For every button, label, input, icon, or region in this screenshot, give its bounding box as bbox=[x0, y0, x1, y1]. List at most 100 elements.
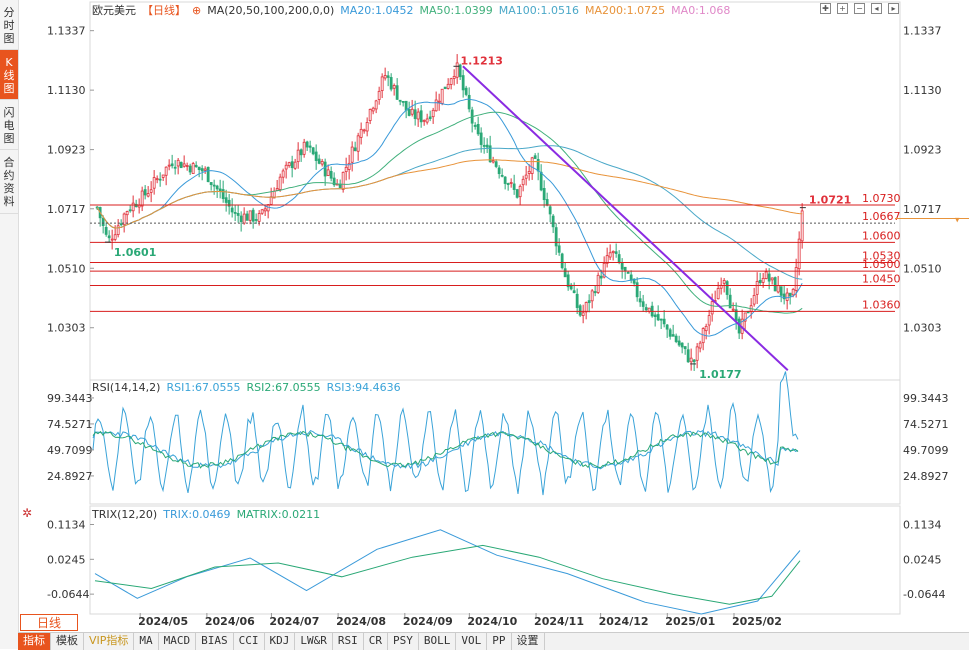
candle-body bbox=[497, 167, 501, 175]
scroll-right-icon[interactable]: ▸ bbox=[888, 3, 899, 14]
eye-icon[interactable]: ⊕ bbox=[192, 3, 202, 17]
candle-body bbox=[581, 312, 585, 316]
settings-gear-icon[interactable]: ✲ bbox=[22, 506, 33, 520]
period-button[interactable]: 日线 bbox=[20, 614, 78, 631]
candle-body bbox=[779, 286, 783, 296]
rsi-left-tick: 74.5271 bbox=[47, 418, 93, 431]
candle-body bbox=[422, 119, 426, 122]
ma200-line bbox=[96, 159, 803, 229]
candle-body bbox=[275, 188, 279, 191]
trix-right-tick: 0.0245 bbox=[903, 553, 942, 566]
candle-body bbox=[725, 281, 729, 295]
candle-body bbox=[344, 166, 348, 173]
candle-body bbox=[509, 182, 513, 184]
tab-flash[interactable]: 闪电图 bbox=[0, 100, 18, 150]
tab-cr[interactable]: CR bbox=[364, 633, 389, 650]
candle-body bbox=[698, 342, 702, 349]
tab-timeshare[interactable]: 分时图 bbox=[0, 0, 18, 50]
candle-body bbox=[233, 212, 237, 214]
candle-body bbox=[368, 108, 372, 121]
tab-templates[interactable]: 模板 bbox=[51, 633, 84, 650]
candle-body bbox=[365, 122, 369, 132]
candle-body bbox=[644, 307, 648, 311]
zoom-out-icon[interactable]: − bbox=[854, 3, 865, 14]
candle-body bbox=[101, 217, 105, 226]
candle-body bbox=[566, 274, 570, 288]
tab-kdj[interactable]: KDJ bbox=[265, 633, 296, 650]
tab-cci[interactable]: CCI bbox=[234, 633, 265, 650]
x-tick-label: 2024/12 bbox=[599, 615, 649, 628]
trix-settings-label[interactable]: TRIX(12,20) bbox=[92, 508, 158, 521]
candle-body bbox=[446, 83, 450, 89]
candle-body bbox=[332, 177, 336, 186]
trix-right-tick: -0.0644 bbox=[903, 588, 945, 601]
tab-vip-indicators[interactable]: VIP指标 bbox=[84, 633, 135, 650]
candle-body bbox=[548, 206, 552, 215]
x-tick-label: 2024/05 bbox=[138, 615, 188, 628]
candle-body bbox=[455, 62, 459, 78]
candle-body bbox=[605, 255, 609, 264]
candle-body bbox=[671, 334, 675, 337]
rsi1-value: RSI1:67.0555 bbox=[166, 381, 241, 394]
rsi3-line bbox=[92, 371, 799, 496]
candle-body bbox=[287, 162, 291, 167]
zoom-in-icon[interactable]: + bbox=[837, 3, 848, 14]
tab-kline[interactable]: K线图 bbox=[0, 50, 18, 100]
candle-body bbox=[722, 280, 726, 284]
candle-body bbox=[449, 78, 453, 85]
rsi-right-tick: 24.8927 bbox=[903, 470, 949, 483]
candle-body bbox=[590, 290, 594, 302]
candle-body bbox=[542, 188, 546, 201]
candle-body bbox=[260, 209, 264, 214]
tab-lwr[interactable]: LW&R bbox=[295, 633, 333, 650]
ma-settings-label[interactable]: MA(20,50,100,200,0,0) bbox=[207, 3, 335, 17]
tab-boll[interactable]: BOLL bbox=[419, 633, 457, 650]
candle-body bbox=[164, 166, 168, 176]
tab-contract-info[interactable]: 合约资料 bbox=[0, 150, 18, 214]
candle-body bbox=[554, 227, 558, 247]
trix-legend: TRIX(12,20) TRIX:0.0469 MATRIX:0.0211 bbox=[92, 508, 320, 521]
candle-body bbox=[710, 301, 714, 315]
candle-body bbox=[785, 292, 789, 301]
candle-body bbox=[611, 250, 615, 254]
candle-body bbox=[491, 160, 495, 163]
level-label: 1.0667 bbox=[862, 210, 901, 223]
main-right-tick: 1.0303 bbox=[903, 322, 942, 335]
candle-body bbox=[563, 268, 567, 278]
candle-body bbox=[371, 107, 375, 112]
tab-settings[interactable]: 设置 bbox=[512, 633, 545, 650]
tab-rsi[interactable]: RSI bbox=[333, 633, 364, 650]
candle-body bbox=[551, 215, 555, 228]
trix-left-tick: 0.0245 bbox=[47, 553, 86, 566]
fullscreen-icon[interactable]: ✚ bbox=[820, 3, 831, 14]
candle-body bbox=[452, 75, 456, 79]
scroll-left-icon[interactable]: ◂ bbox=[871, 3, 882, 14]
candle-body bbox=[602, 262, 606, 278]
main-left-tick: 1.1130 bbox=[47, 84, 86, 97]
rsi-settings-label[interactable]: RSI(14,14,2) bbox=[92, 381, 161, 394]
x-tick-label: 2025/02 bbox=[732, 615, 782, 628]
x-tick-label: 2025/01 bbox=[665, 615, 715, 628]
tab-bias[interactable]: BIAS bbox=[196, 633, 234, 650]
candle-body bbox=[758, 279, 762, 284]
level-label: 1.0600 bbox=[862, 229, 901, 242]
candle-body bbox=[689, 357, 693, 363]
tab-vol[interactable]: VOL bbox=[456, 633, 488, 650]
candle-body bbox=[386, 75, 390, 78]
tab-psy[interactable]: PSY bbox=[388, 633, 419, 650]
candle-body bbox=[728, 294, 732, 309]
rsi1-line bbox=[92, 429, 799, 470]
rsi2-line bbox=[92, 430, 799, 469]
candle-body bbox=[662, 318, 666, 325]
candle-body bbox=[635, 282, 639, 298]
candle-body bbox=[359, 128, 363, 138]
candle-body bbox=[503, 176, 507, 184]
candle-body bbox=[239, 215, 243, 223]
rsi-right-tick: 74.5271 bbox=[903, 418, 949, 431]
tab-macd[interactable]: MACD bbox=[159, 633, 197, 650]
trix-panel-frame bbox=[89, 505, 901, 615]
tab-indicators[interactable]: 指标 bbox=[18, 633, 51, 650]
tab-ma[interactable]: MA bbox=[134, 633, 159, 650]
candle-body bbox=[800, 210, 804, 242]
tab-pp[interactable]: PP bbox=[487, 633, 512, 650]
